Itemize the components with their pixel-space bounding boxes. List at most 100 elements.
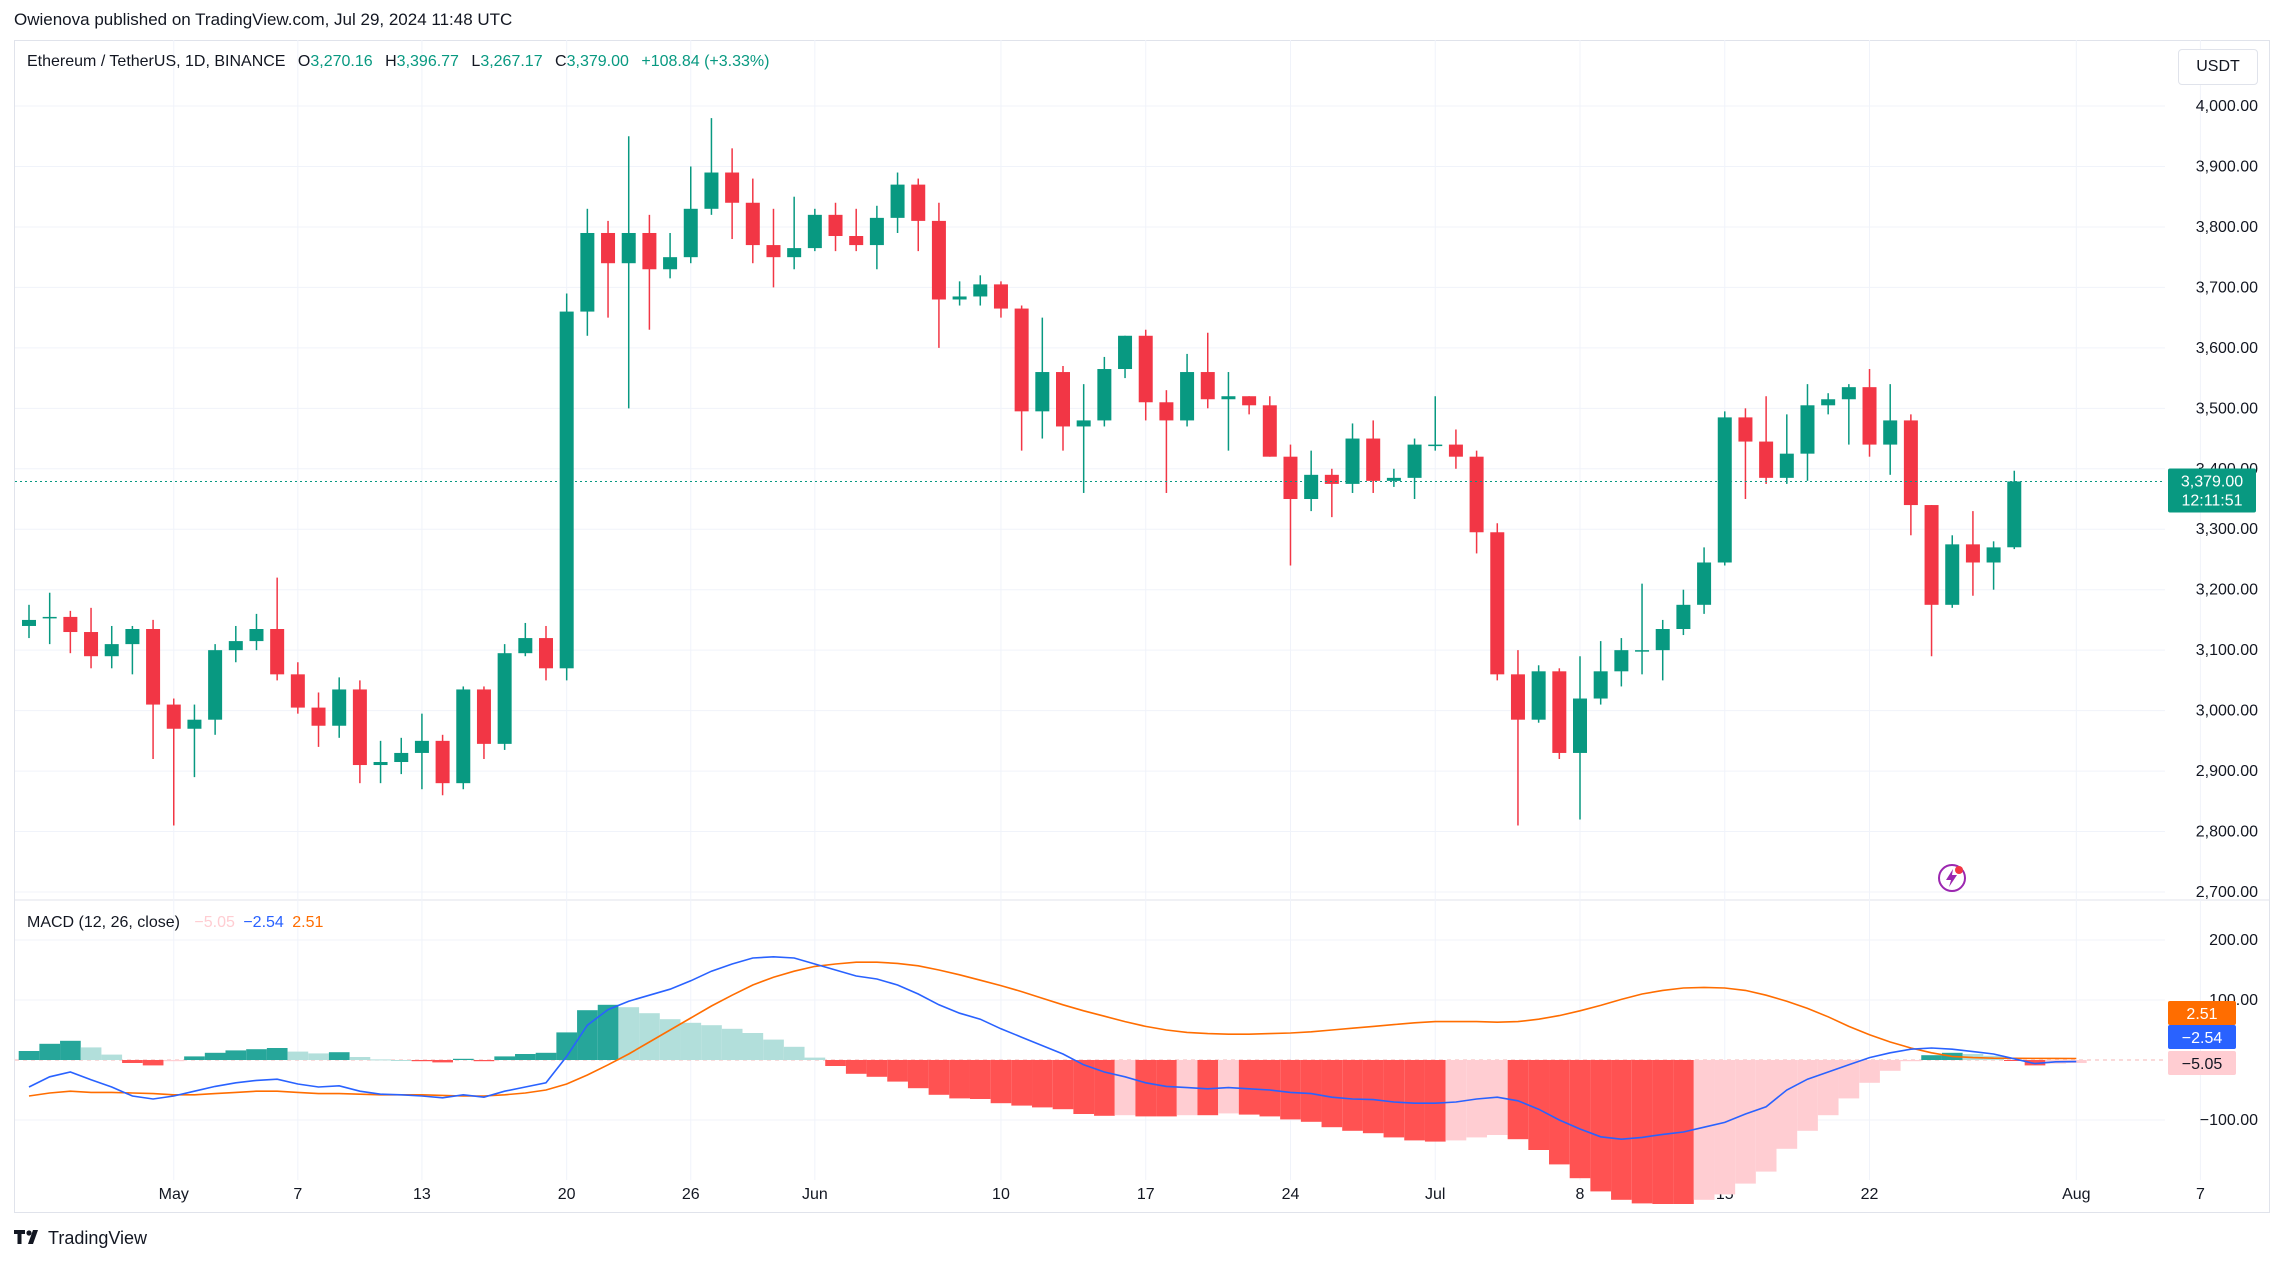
candle-body bbox=[807, 214, 822, 249]
candle-body bbox=[1283, 456, 1298, 500]
symbol-title[interactable]: Ethereum / TetherUS, 1D, BINANCE bbox=[27, 53, 286, 70]
macd-signal-line bbox=[28, 961, 2077, 1097]
macd-histogram-bar bbox=[1073, 1060, 1095, 1114]
macd-histogram-bar bbox=[1590, 1060, 1612, 1192]
macd-histogram-bar bbox=[887, 1060, 908, 1082]
macd-legend: MACD (12, 26, close) −5.05 −2.54 2.51 bbox=[27, 914, 333, 932]
time-tick-label: 13 bbox=[413, 1186, 431, 1203]
macd-histogram-bar bbox=[494, 1056, 516, 1060]
price-tick-label: 2,900.00 bbox=[2196, 763, 2258, 780]
macd-line-value: −2.54 bbox=[243, 914, 284, 931]
candle-body bbox=[1841, 387, 1856, 400]
time-tick-label: 7 bbox=[2196, 1186, 2205, 1203]
candle-body bbox=[456, 689, 471, 784]
last-price-badge bbox=[2168, 468, 2256, 513]
candle-body bbox=[1510, 674, 1525, 720]
candle-body bbox=[1965, 544, 1980, 563]
macd-histogram-bar bbox=[1238, 1060, 1260, 1115]
macd-histogram-bar bbox=[287, 1051, 309, 1060]
macd-histogram-bar bbox=[1797, 1060, 1818, 1131]
countdown-label: 12:11:51 bbox=[2181, 492, 2242, 509]
candle-body bbox=[1738, 417, 1753, 442]
candle-body bbox=[1407, 444, 1422, 478]
macd-histogram-bar bbox=[2066, 1060, 2087, 1064]
open-value: 3,270.16 bbox=[310, 53, 373, 70]
candle-body bbox=[725, 172, 740, 203]
macd-histogram-bar bbox=[1528, 1060, 1550, 1150]
time-axis: May 7 13 20 26 Jun 10 17 24 Jul 8 15 22 Aug 7 bbox=[159, 1186, 2205, 1203]
candle-body bbox=[993, 284, 1008, 309]
price-tick-label: 3,700.00 bbox=[2196, 279, 2258, 296]
macd-hist-value: −5.05 bbox=[194, 914, 235, 931]
macd-histogram-bar bbox=[618, 1007, 640, 1060]
macd-histogram-bar bbox=[1900, 1060, 1922, 1062]
macd-histogram-bar bbox=[390, 1060, 412, 1061]
macd-histogram-bar bbox=[1652, 1060, 1674, 1204]
macd-histogram-bar bbox=[866, 1060, 888, 1077]
macd-histogram-bar bbox=[1011, 1060, 1033, 1106]
candle-body bbox=[1676, 604, 1691, 629]
price-grid bbox=[15, 40, 2270, 1180]
macd-histogram-bar bbox=[804, 1057, 826, 1060]
macd-pane bbox=[15, 955, 2165, 1204]
macd-histogram-bar bbox=[1114, 1060, 1136, 1116]
macd-histogram-bar bbox=[990, 1060, 1012, 1104]
candle-body bbox=[249, 628, 264, 642]
macd-histogram-bar bbox=[2003, 1060, 2025, 1061]
macd-histogram-bar bbox=[659, 1019, 681, 1060]
macd-histogram-bar bbox=[1735, 1060, 1756, 1184]
macd-histogram-bar bbox=[2024, 1060, 2046, 1066]
candlestick-series bbox=[22, 118, 2022, 826]
macd-histogram-bar bbox=[1445, 1060, 1467, 1141]
time-tick-label: 26 bbox=[682, 1186, 700, 1203]
candle-body bbox=[849, 236, 864, 246]
candle-body bbox=[1759, 441, 1774, 478]
macd-histogram-bar bbox=[349, 1057, 371, 1060]
candle-body bbox=[1655, 628, 1670, 651]
candle-body bbox=[1986, 547, 2001, 563]
footer-brand[interactable]: TradingView bbox=[14, 1228, 147, 1249]
high-label: H bbox=[385, 53, 397, 70]
candle-body bbox=[476, 689, 491, 744]
candle-body bbox=[1345, 438, 1360, 484]
symbol-legend: Ethereum / TetherUS, 1D, BINANCE O3,270.… bbox=[27, 53, 777, 71]
candle-body bbox=[1779, 453, 1794, 478]
candle-body bbox=[125, 628, 140, 645]
macd-histogram-bar bbox=[1859, 1060, 1880, 1083]
candle-body bbox=[270, 628, 285, 675]
macd-histogram-bar bbox=[18, 1051, 40, 1060]
time-tick-label: 20 bbox=[558, 1186, 576, 1203]
macd-histogram-bar bbox=[515, 1054, 536, 1060]
macd-histogram-bar bbox=[907, 1060, 929, 1089]
candle-body bbox=[580, 232, 595, 312]
macd-title[interactable]: MACD (12, 26, close) bbox=[27, 914, 180, 931]
candle-body bbox=[1573, 698, 1587, 753]
macd-histogram-bar bbox=[763, 1039, 784, 1060]
candle-body bbox=[704, 172, 719, 209]
currency-button[interactable]: USDT bbox=[2178, 49, 2258, 85]
lightning-icon[interactable] bbox=[1937, 863, 1967, 893]
macd-histogram-bar bbox=[473, 1060, 495, 1062]
time-tick-label: 8 bbox=[1576, 1186, 1585, 1203]
macd-histogram-bar bbox=[1838, 1060, 1860, 1099]
candle-body bbox=[1076, 420, 1091, 427]
candle-body bbox=[1697, 562, 1712, 605]
macd-histogram-bar bbox=[39, 1043, 61, 1060]
candle-body bbox=[208, 650, 223, 720]
price-tick-label: 2,800.00 bbox=[2196, 824, 2258, 841]
candle-body bbox=[1035, 372, 1050, 412]
candle-body bbox=[1552, 671, 1567, 753]
candle-body bbox=[1097, 369, 1112, 421]
candle-body bbox=[84, 632, 99, 657]
macd-histogram-bar bbox=[1921, 1055, 1942, 1060]
candle-body bbox=[42, 616, 57, 619]
candle-body bbox=[973, 284, 988, 297]
candle-body bbox=[166, 704, 181, 729]
macd-histogram-bar bbox=[535, 1052, 557, 1060]
candle-body bbox=[22, 619, 36, 626]
candle-body bbox=[414, 740, 429, 753]
candle-body bbox=[1304, 474, 1319, 500]
candle-body bbox=[1200, 372, 1215, 400]
candle-body bbox=[787, 248, 802, 258]
